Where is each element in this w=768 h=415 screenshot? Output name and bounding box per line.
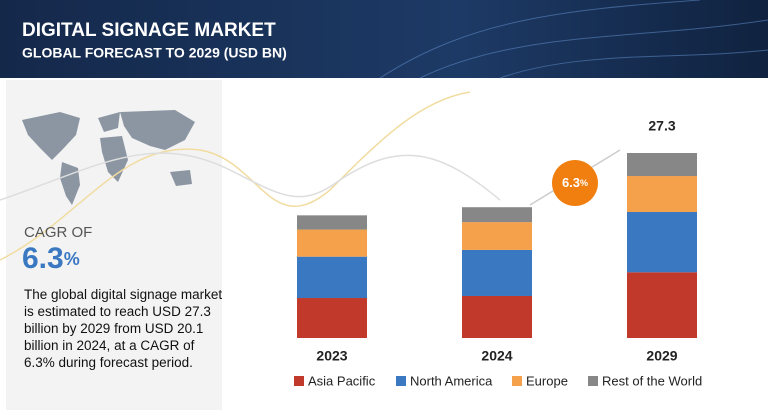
legend-label: Asia Pacific	[308, 373, 376, 388]
legend-label: North America	[410, 373, 493, 388]
subtitle: GLOBAL FORECAST TO 2029 (USD BN)	[22, 45, 287, 61]
cagr-bubble-unit: %	[580, 178, 588, 188]
bar-segment	[297, 229, 367, 257]
bar-segment	[627, 272, 697, 338]
legend-swatch	[588, 376, 598, 386]
bar-segment	[297, 215, 367, 230]
legend-swatch	[396, 376, 406, 386]
decor-curve	[0, 152, 501, 201]
world-map	[22, 110, 195, 205]
cagr-label: CAGR OF	[24, 224, 92, 241]
legend-label: Rest of the World	[602, 373, 702, 388]
bar-segment	[462, 222, 532, 250]
cagr-bubble-number: 6.3	[562, 175, 580, 190]
cagr-bubble-text: 6.3%	[562, 175, 588, 190]
legend-swatch	[512, 376, 522, 386]
header-lines	[379, 0, 768, 79]
cagr-bubble	[552, 160, 598, 206]
header	[0, 0, 768, 78]
bar-segment	[297, 256, 367, 299]
bar-segment	[462, 295, 532, 338]
bar-segment	[627, 211, 697, 273]
title: DIGITAL SIGNAGE MARKET	[22, 20, 276, 41]
bar-segment	[297, 298, 367, 338]
x-tick-label: 2024	[481, 348, 512, 364]
bar-segment	[627, 176, 697, 212]
bar-segment	[462, 249, 532, 296]
bar-segment	[462, 207, 532, 223]
bar-segment	[627, 153, 697, 177]
cagr-unit: %	[64, 249, 80, 269]
x-tick-label: 2029	[646, 348, 677, 364]
legend-label: Europe	[526, 373, 568, 388]
legend-swatch	[294, 376, 304, 386]
cagr-value: 6.3%	[22, 242, 80, 275]
total-label: 27.3	[648, 118, 675, 134]
x-tick-label: 2023	[316, 348, 347, 364]
description: The global digital signage market is est…	[24, 287, 223, 370]
cagr-number: 6.3	[22, 242, 64, 275]
